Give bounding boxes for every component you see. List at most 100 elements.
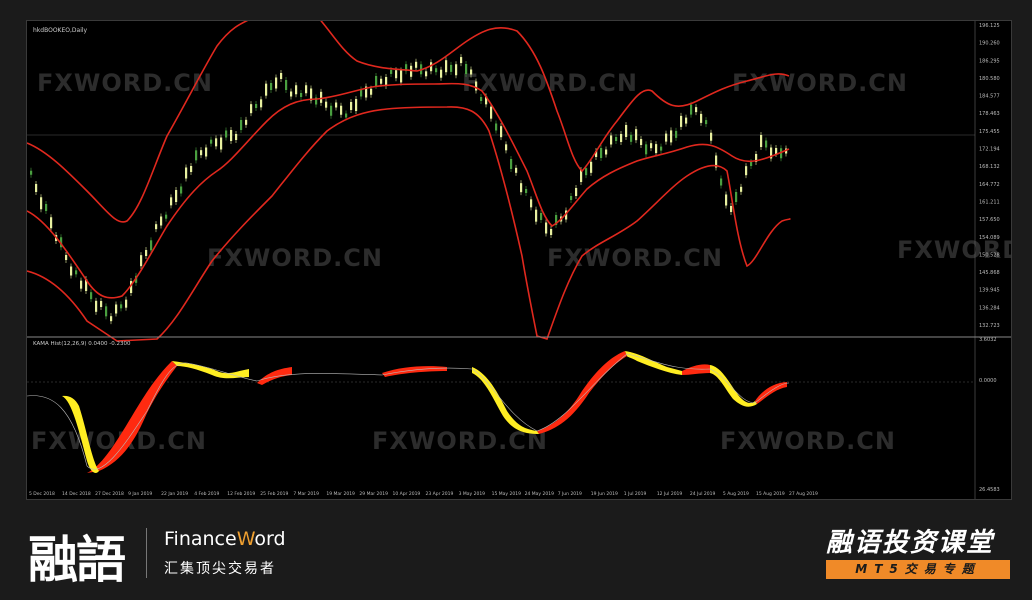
candle-body: [245, 119, 248, 125]
candle-body: [495, 123, 498, 131]
candle-body: [290, 91, 293, 97]
date-axis: 5 Dec 2018 14 Dec 2018 27 Dec 2018 9 Jan 20…: [29, 491, 818, 497]
candle-body: [770, 147, 773, 159]
candle-body: [475, 81, 478, 91]
candle-body: [465, 64, 468, 74]
candle-body: [450, 64, 453, 72]
candle-body: [260, 99, 263, 108]
candle-body: [630, 134, 633, 142]
candle-body: [650, 143, 653, 149]
price-tick-label: 154.089: [979, 235, 1000, 241]
candle-body: [680, 115, 683, 127]
symbol-label: hkdBOOKEO,Daily: [33, 27, 88, 34]
candle-body: [335, 102, 338, 108]
candle-body: [145, 250, 148, 256]
candle-body: [35, 184, 38, 192]
price-tick-label: 145.868: [979, 270, 1000, 276]
date-tick-label: 23 Apr 2019: [426, 491, 454, 497]
candle-body: [480, 97, 483, 101]
indicator-tick-label: 26.4583: [979, 487, 1000, 493]
candle-body: [210, 139, 213, 144]
price-axis: 196.125 190.260 186.295 180.580 184.577 178.4…: [974, 21, 1000, 499]
candlestick-series: [30, 54, 788, 325]
candle-body: [610, 135, 613, 145]
candle-body: [350, 102, 353, 110]
candle-body: [520, 183, 523, 193]
date-tick-label: 27 Aug 2019: [789, 491, 818, 497]
date-tick-label: 10 Apr 2019: [392, 491, 420, 497]
watermark-text: FXWORD.CN: [462, 69, 638, 97]
chart-canvas[interactable]: FXWORD.CN FXWORD.CN FXWORD.CN FXWORD.CN …: [26, 15, 1032, 499]
price-tick-label: 139.945: [979, 288, 1000, 294]
indicator-axis: 3.6032 0.0000 26.4583: [979, 337, 1000, 493]
candle-body: [720, 178, 723, 186]
candle-body: [760, 135, 763, 147]
date-tick-label: 22 Jan 2019: [161, 491, 188, 497]
candle-body: [665, 133, 668, 142]
candle-body: [505, 144, 508, 151]
candle-body: [730, 206, 733, 212]
price-tick-label: 184.577: [979, 94, 1000, 100]
price-tick-label: 164.772: [979, 182, 1000, 188]
watermark-text: FXWORD.CN: [372, 427, 548, 455]
watermark-text: FXWORD.CN: [732, 69, 908, 97]
candle-body: [555, 215, 558, 225]
date-tick-label: 15 Aug 2019: [756, 491, 785, 497]
candle-body: [655, 144, 658, 154]
candle-body: [50, 217, 53, 229]
date-tick-label: 24 May 2019: [525, 491, 554, 497]
candle-body: [45, 204, 48, 211]
chart-window[interactable]: FXWORD.CN FXWORD.CN FXWORD.CN FXWORD.CN …: [26, 15, 1032, 500]
candle-body: [400, 70, 403, 83]
bollinger-middle-band: [26, 82, 790, 299]
candle-body: [90, 292, 93, 300]
candle-body: [530, 199, 533, 208]
candle-body: [30, 170, 33, 175]
date-tick-label: 29 Mar 2019: [359, 491, 388, 497]
brand-name-prefix: Finance: [164, 528, 237, 550]
candle-body: [255, 104, 258, 108]
candle-body: [570, 196, 573, 200]
candle-body: [725, 194, 728, 206]
candle-body: [365, 86, 368, 98]
candle-body: [310, 88, 313, 101]
candle-body: [745, 166, 748, 176]
candle-body: [360, 89, 363, 97]
indicator-panel[interactable]: KAMA Hist(12,26,9) 0.0400 -0.2300 3.6032…: [26, 337, 1000, 493]
logo-rongyu: 融語: [28, 531, 126, 589]
histogram-rising-fill: [87, 361, 177, 473]
candle-body: [165, 214, 168, 219]
candle-body: [685, 117, 688, 124]
brand-name-suffix: ord: [254, 528, 286, 550]
watermark-text: FXWORD.CN: [720, 427, 896, 455]
candle-body: [585, 168, 588, 176]
candle-body: [690, 104, 693, 115]
date-tick-label: 14 Dec 2018: [62, 491, 91, 497]
candle-body: [515, 167, 518, 173]
candle-body: [625, 125, 628, 137]
date-tick-label: 25 Feb 2019: [260, 491, 288, 497]
candle-body: [700, 113, 703, 123]
candle-body: [285, 80, 288, 90]
course-title: 融语投资课堂: [826, 528, 995, 558]
candle-body: [440, 69, 443, 78]
logo-divider: [146, 528, 147, 578]
candle-body: [115, 304, 118, 314]
candle-body: [225, 130, 228, 138]
date-tick-label: 24 Jul 2019: [690, 491, 716, 497]
price-tick-label: 168.132: [979, 164, 1000, 170]
candle-body: [695, 107, 698, 113]
candle-body: [645, 144, 648, 155]
candle-body: [235, 134, 238, 140]
candle-body: [345, 113, 348, 118]
price-panel[interactable]: hkdBOOKEO,Daily 196.125 190.260 186.295 180…: [26, 15, 1000, 499]
histogram-rising-fill: [537, 351, 627, 434]
candle-body: [715, 155, 718, 168]
brand-name: FinanceWord: [164, 528, 286, 550]
price-tick-label: 172.194: [979, 147, 1000, 153]
candle-body: [250, 104, 253, 114]
date-tick-label: 19 Jun 2019: [591, 491, 618, 497]
watermarks: FXWORD.CN FXWORD.CN FXWORD.CN FXWORD.CN …: [31, 69, 1032, 455]
candle-body: [535, 209, 538, 222]
price-tick-label: 132.723: [979, 323, 1000, 329]
